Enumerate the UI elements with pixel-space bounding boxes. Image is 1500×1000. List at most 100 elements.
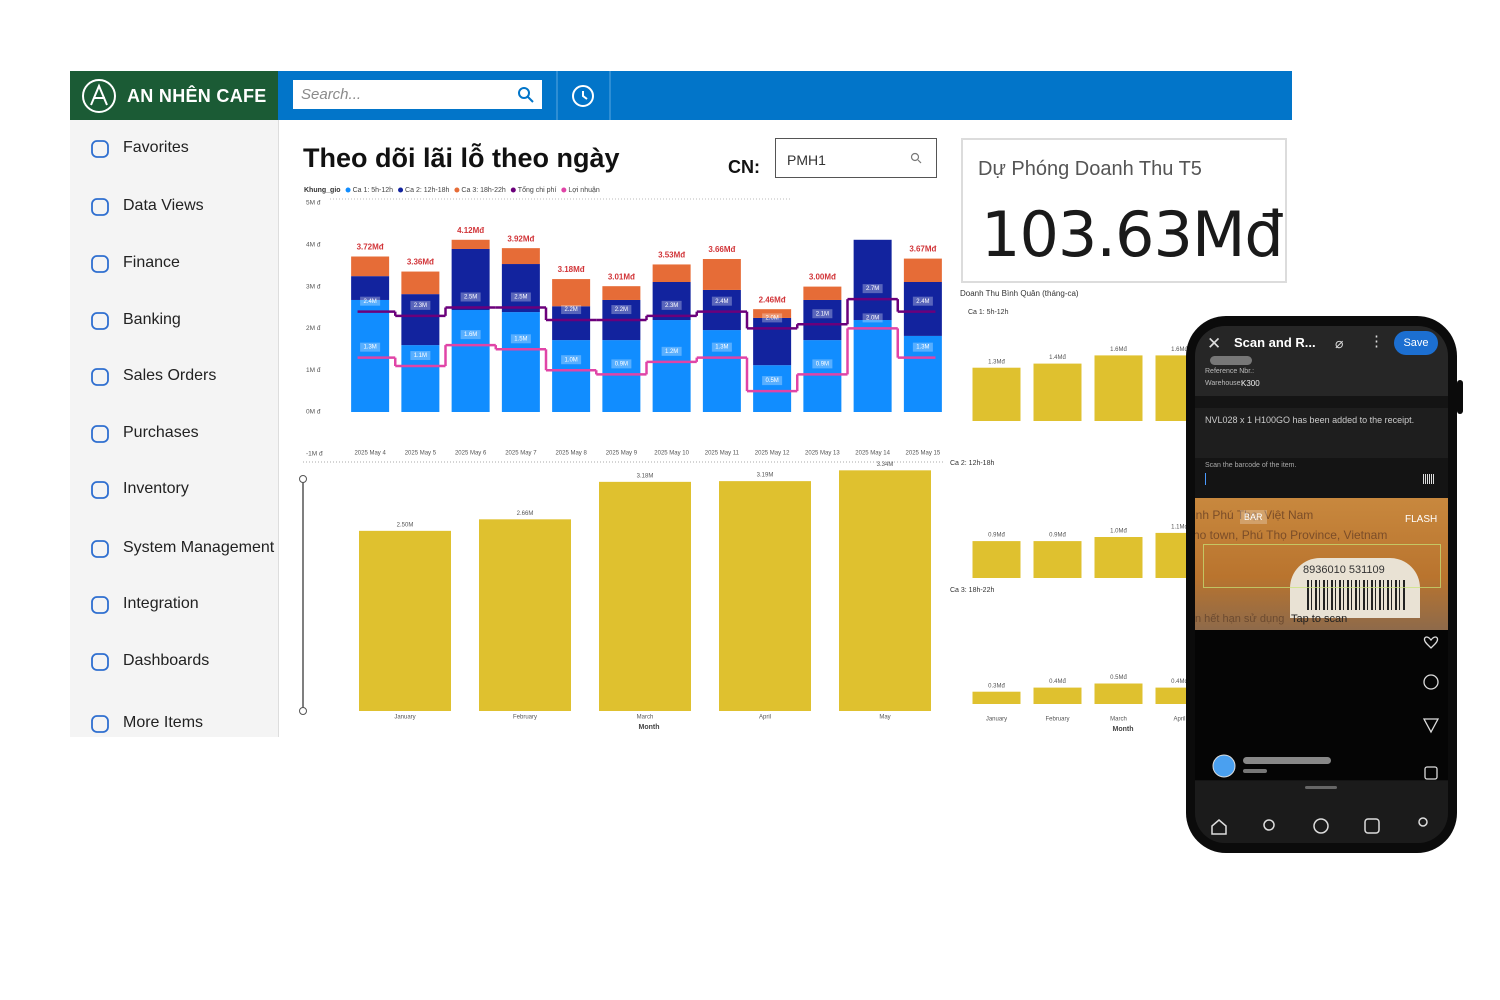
x-tick-label: January	[986, 717, 1007, 723]
data-label-box	[460, 330, 481, 340]
search-handle	[527, 96, 534, 103]
add-icon[interactable]	[1313, 818, 1329, 834]
bar	[479, 519, 571, 711]
bar	[972, 367, 1021, 421]
x-tick-label: 2025 May 9	[606, 451, 638, 457]
x-tick-label: February	[1045, 717, 1069, 723]
nav-item[interactable]: Banking	[123, 311, 181, 328]
save-icon[interactable]	[1424, 766, 1438, 780]
close-button[interactable]: ✕	[1207, 334, 1222, 353]
x-tick-label: February	[513, 715, 537, 721]
x-tick-label: 2025 May 15	[906, 451, 941, 457]
nav-icon	[91, 596, 109, 614]
data-label: 2.3M	[665, 303, 678, 309]
x-tick-label: 2025 May 5	[405, 451, 437, 457]
nav-item[interactable]: Inventory	[123, 480, 189, 497]
bar-segment	[903, 282, 942, 336]
y-tick-label: 0M đ	[306, 409, 321, 416]
data-label: 2.50M	[397, 522, 414, 528]
home-icon[interactable]	[1211, 819, 1227, 835]
nav-item[interactable]: System Management	[123, 539, 275, 556]
placeholder-bar	[1243, 757, 1331, 764]
camera-text: n hết hạn sử dụng	[1195, 613, 1285, 625]
brand-logo	[82, 79, 116, 113]
search-icon[interactable]	[1263, 819, 1275, 831]
nav-item[interactable]: Integration	[123, 595, 199, 612]
tap-to-scan[interactable]: Tap to scan	[1291, 613, 1348, 625]
bar-segment	[702, 259, 741, 290]
handle	[917, 159, 922, 164]
bar-segment	[753, 317, 792, 366]
branch-search-icon	[910, 152, 922, 164]
logo-ring	[82, 79, 116, 113]
phone-title: Scan and R...	[1234, 335, 1316, 350]
legend-label: Lợi nhuận	[568, 187, 600, 194]
share-icon[interactable]	[1422, 718, 1440, 734]
reels-icon[interactable]	[1364, 818, 1380, 834]
data-label-box	[912, 342, 933, 352]
nav-icon	[91, 540, 109, 558]
nav-item[interactable]: Dashboards	[123, 652, 210, 669]
menu-button[interactable]: ⋮	[1369, 333, 1384, 350]
brand[interactable]: AN NHÊN CAFE	[70, 71, 278, 120]
search-icon[interactable]	[517, 86, 535, 104]
data-label: 2.2M	[615, 307, 628, 313]
flash-button[interactable]: FLASH	[1405, 514, 1438, 525]
logo-mark	[90, 83, 108, 106]
total-label: 3.72Mđ	[357, 243, 384, 252]
data-label: 2.3M	[414, 303, 427, 309]
data-label: 3.34M	[877, 462, 894, 468]
attach-button[interactable]: ⌀	[1335, 335, 1344, 351]
message: NVL028 x 1 H100GO has been added to the …	[1205, 415, 1415, 425]
bar-segment	[652, 320, 691, 412]
data-label: 2.5M	[464, 295, 477, 301]
search-box[interactable]: Search...	[293, 80, 542, 109]
x-tick-label: April	[1173, 717, 1185, 723]
slider-handle[interactable]	[299, 707, 307, 715]
bar	[1094, 537, 1143, 578]
bar	[1033, 363, 1082, 421]
x-tick-label: March	[1110, 717, 1127, 723]
data-label-box	[510, 334, 531, 344]
scan-frame	[1203, 544, 1441, 588]
legend-label: Ca 1: 5h-12h	[353, 187, 394, 194]
nav-icon-shape	[91, 425, 109, 443]
data-label-box	[862, 313, 883, 323]
data-label: 0.3Mđ	[988, 683, 1005, 689]
data-label: 1.0Mđ	[1110, 529, 1127, 535]
bar	[1033, 687, 1082, 704]
legend-label: Ca 2: 12h-18h	[405, 187, 449, 194]
save-button[interactable]: Save	[1394, 331, 1438, 355]
bar-segment	[552, 340, 591, 412]
nav-icon	[91, 653, 109, 671]
nav-item[interactable]: More Items	[123, 714, 204, 731]
comment-icon[interactable]	[1423, 674, 1439, 690]
bar	[1094, 355, 1143, 421]
warehouse-label: Warehouse:	[1205, 380, 1243, 387]
bar-segment	[702, 330, 741, 412]
total-label: 3.18Mđ	[558, 265, 585, 274]
barcode-button[interactable]	[1423, 474, 1435, 484]
bar-segment	[401, 271, 440, 295]
bar-mode[interactable]: BAR	[1240, 510, 1267, 524]
data-label-box	[360, 342, 381, 352]
nav-item[interactable]: Finance	[123, 254, 180, 271]
bar	[972, 541, 1021, 578]
like-icon[interactable]	[1423, 636, 1439, 649]
nav-item[interactable]: Favorites	[123, 139, 189, 156]
nav-item[interactable]: Purchases	[123, 424, 199, 441]
data-label: 1.3M	[715, 345, 728, 351]
history-button[interactable]	[572, 85, 594, 107]
total-label: 3.00Mđ	[809, 273, 836, 282]
nav-item[interactable]: Sales Orders	[123, 367, 217, 384]
slider-handle[interactable]	[299, 475, 307, 483]
profile-icon[interactable]	[1418, 817, 1428, 827]
bar-segment	[903, 335, 942, 412]
data-label-box	[360, 296, 381, 306]
bar-segment	[803, 286, 842, 300]
nav-item[interactable]: Data Views	[123, 197, 204, 214]
branch-select[interactable]: PMH1	[775, 138, 937, 178]
x-tick-label: 2025 May 12	[755, 451, 790, 457]
y-tick-label: -1M đ	[306, 451, 323, 458]
bar-segment	[552, 279, 591, 307]
